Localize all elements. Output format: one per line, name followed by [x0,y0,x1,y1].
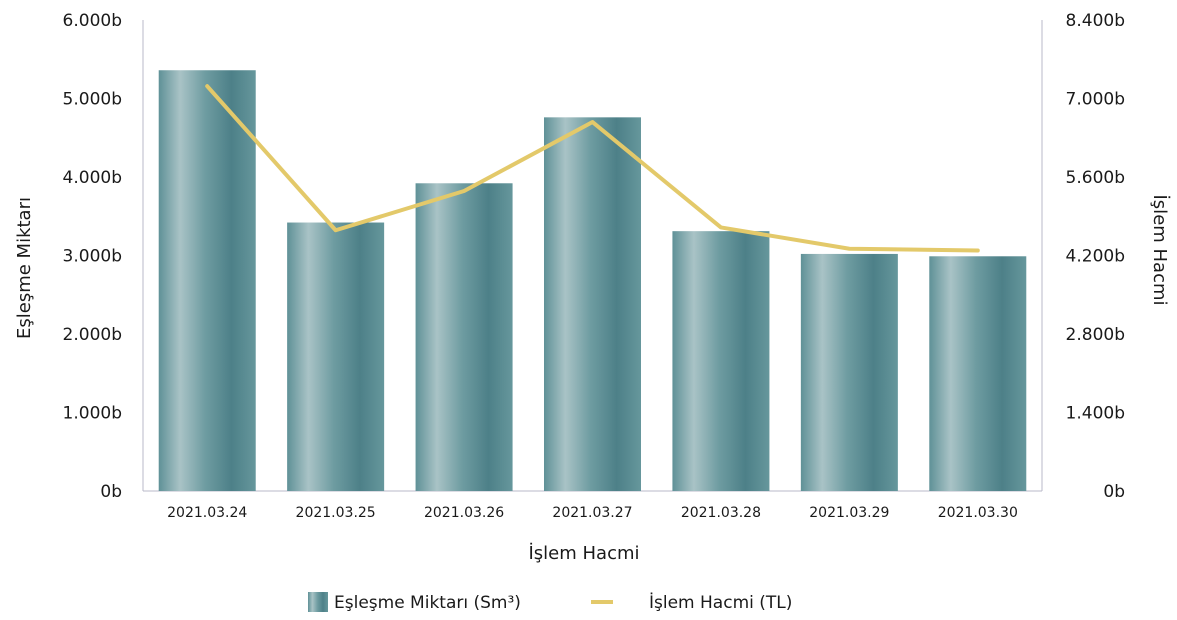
left-tick-label: 1.000b [63,404,122,424]
right-tick-label: 5.600b [1066,168,1125,188]
right-tick-label: 7.000b [1066,90,1125,110]
category-label: 2021.03.29 [809,505,889,521]
bar [158,70,256,492]
left-axis-ticks: 0b 1.000b 2.000b 3.000b 4.000b 5.000b 6.000b [63,11,122,502]
left-tick-label: 4.000b [63,168,122,188]
category-label: 2021.03.27 [552,505,632,521]
left-tick-label: 3.000b [63,247,122,267]
left-axis-title: Eşleşme Miktarı [14,197,35,339]
line-series [205,84,980,253]
category-label: 2021.03.28 [681,505,761,521]
right-tick-label: 4.200b [1066,247,1125,267]
x-axis-title: İşlem Hacmi [528,543,639,564]
bar [672,231,770,492]
left-tick-label: 5.000b [63,90,122,110]
right-tick-label: 0b [1103,482,1125,502]
bar [800,253,898,491]
category-labels: 2021.03.24 2021.03.25 2021.03.26 2021.03.27… [167,505,1018,521]
series-line [205,84,980,253]
right-tick-label: 8.400b [1066,11,1125,31]
legend-line-label: İşlem Hacmi (TL) [649,592,792,613]
right-axis-title: İşlem Hacmi [1149,194,1170,305]
bar [544,117,641,491]
category-label: 2021.03.24 [167,505,247,521]
bar-series [158,70,1027,492]
right-tick-label: 1.400b [1066,404,1125,424]
category-label: 2021.03.26 [424,505,504,521]
left-tick-label: 2.000b [63,325,122,345]
bar [929,256,1027,491]
bar [287,222,385,491]
legend: Eşleşme Miktarı (Sm³) İşlem Hacmi (TL) [308,592,792,613]
right-tick-label: 2.800b [1066,325,1125,345]
left-tick-label: 0b [100,482,122,502]
left-tick-label: 6.000b [63,11,122,31]
category-label: 2021.03.25 [296,505,376,521]
legend-bar-label: Eşleşme Miktarı (Sm³) [334,593,521,613]
category-label: 2021.03.30 [938,505,1018,521]
right-axis-ticks: 0b 1.400b 2.800b 4.200b 5.600b 7.000b 8.400b [1066,11,1125,502]
bar [415,183,513,491]
legend-bar-swatch [308,592,328,612]
